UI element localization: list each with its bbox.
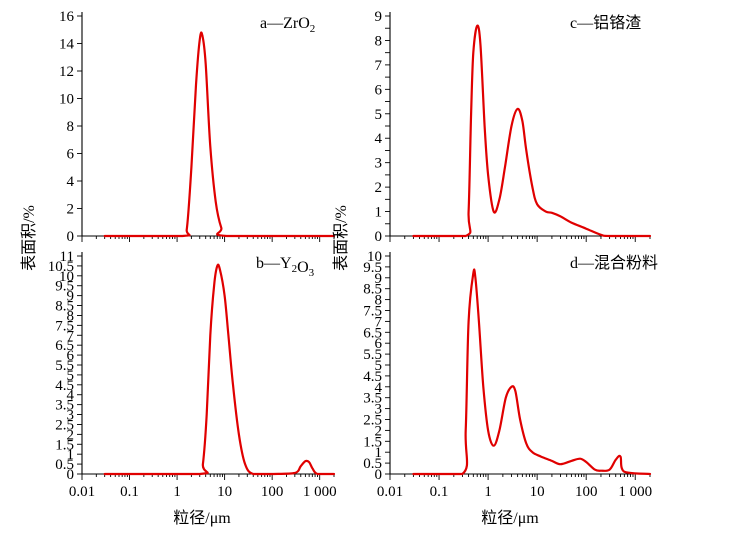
y-tick-label-b: 1 [67,447,75,463]
y-tick-label-d: 0.5 [363,456,382,472]
y-tick-label-d: 6 [375,336,383,352]
y-tick-label-b: 6.5 [55,338,74,354]
y-tick-label-c: 8 [375,33,383,49]
y-tick-label-d: 3.5 [363,391,382,407]
x-tick-label-d: 0.1 [430,484,449,500]
y-tick-label-a: 12 [59,64,74,80]
x-tick-label-b: 100 [261,484,284,500]
y-tick-label-b: 7.5 [55,318,74,334]
y-axis-label-left: 表面积/% [20,205,38,271]
x-tick-label-b: 1 [173,484,181,500]
x-tick-label-d: 1 [484,484,492,500]
y-tick-label-b: 2.5 [55,417,74,433]
y-tick-label-c: 3 [375,156,383,172]
y-tick-label-a: 16 [59,9,75,25]
y-tick-label-d: 3 [375,402,383,418]
y-tick-label-c: 4 [375,131,383,147]
y-tick-label-c: 6 [375,82,383,98]
y-tick-label-b: 9 [67,289,75,305]
x-axis-label-right: 粒径/μm [481,509,539,527]
panel-title-a: a—ZrO2 [260,15,315,35]
panel-title-d: d—混合粉料 [570,254,658,272]
panel-a: 0 2 4 6 8 10 12 14 16 a—ZrO2 [59,9,336,245]
y-tick-label-a: 8 [67,119,75,135]
x-tick-label-b: 1 000 [303,484,337,500]
y-tick-label-b: 4.5 [55,378,74,394]
y-tick-label-b: 3 [67,408,75,424]
y-tick-label-c: 1 [375,205,383,221]
y-tick-label-b: 8.5 [55,299,74,315]
y-tick-label-d: 8.5 [363,282,382,298]
y-tick-label-a: 0 [67,229,75,245]
y-tick-label-a: 4 [67,174,75,190]
y-tick-label-b: 5.5 [55,358,74,374]
y-tick-label-d: 0 [375,467,383,483]
y-tick-label-b: 0 [67,467,75,483]
y-tick-label-d: 5.5 [363,347,382,363]
y-tick-label-d: 5 [375,358,383,374]
x-tick-label-d: 100 [575,484,598,500]
x-tick-label-d: 1 000 [618,484,652,500]
x-tick-label-b: 0.01 [69,484,95,500]
y-tick-label-b: 5 [67,368,75,384]
y-tick-label-a: 10 [59,92,74,108]
y-tick-label-b: 0.5 [55,457,74,473]
y-tick-label-c: 2 [375,180,383,196]
y-tick-label-b: 6 [67,348,75,364]
x-tick-label-d: 0.01 [377,484,403,500]
y-tick-label-b: 4 [67,388,75,404]
y-tick-label-d: 7.5 [363,304,382,320]
y-tick-label-b: 10.5 [48,259,74,275]
series-line-d [412,268,652,476]
y-tick-label-d: 2.5 [363,413,382,429]
y-tick-label-c: 0 [375,229,383,245]
y-tick-label-d: 1.5 [363,434,382,450]
y-tick-label-c: 9 [375,9,383,25]
panel-c: 0 1 2 3 4 5 6 7 8 9 c—铝铬渣 [375,9,652,245]
y-tick-label-d: 6.5 [363,325,382,341]
series-line-c [412,24,652,238]
x-tick-label-b: 0.1 [120,484,139,500]
y-tick-label-a: 2 [67,202,75,218]
y-tick-label-a: 6 [67,147,75,163]
y-tick-label-b: 2 [67,427,75,443]
panel-title-b: b—Y2O3 [256,255,315,279]
y-tick-label-d: 9.5 [363,260,382,276]
y-tick-label-b: 10 [59,269,74,285]
y-tick-label-d: 9 [375,271,383,287]
series-line-a [103,31,336,238]
y-tick-label-b: 7 [67,328,75,344]
y-tick-label-b: 8 [67,308,75,324]
y-tick-label-b: 11 [60,249,74,265]
x-axis-label-left: 粒径/μm [173,509,231,527]
y-tick-label-d: 4.5 [363,369,382,385]
y-tick-label-d: 7 [375,314,383,330]
y-tick-label-b: 3.5 [55,398,74,414]
y-tick-label-b: 1.5 [55,437,74,453]
y-tick-label-d: 10 [367,249,382,265]
y-tick-label-d: 2 [375,423,383,439]
series-line-b [103,263,336,476]
y-axis-label-right: 表面积/% [332,205,350,271]
panel-b: 00.511.522.533.544.555.566.577.588.599.5… [48,249,337,500]
panel-d: 00.511.522.533.544.555.566.577.588.599.5… [363,249,658,500]
y-tick-label-d: 8 [375,293,383,309]
y-tick-label-b: 9.5 [55,279,74,295]
x-tick-label-d: 10 [530,484,545,500]
y-tick-label-d: 1 [375,445,383,461]
y-tick-label-d: 4 [375,380,383,396]
panel-title-c: c—铝铬渣 [570,13,641,32]
y-tick-label-c: 7 [375,58,383,74]
y-tick-label-a: 14 [59,37,75,53]
y-tick-label-c: 5 [375,107,383,123]
x-tick-label-b: 10 [217,484,232,500]
